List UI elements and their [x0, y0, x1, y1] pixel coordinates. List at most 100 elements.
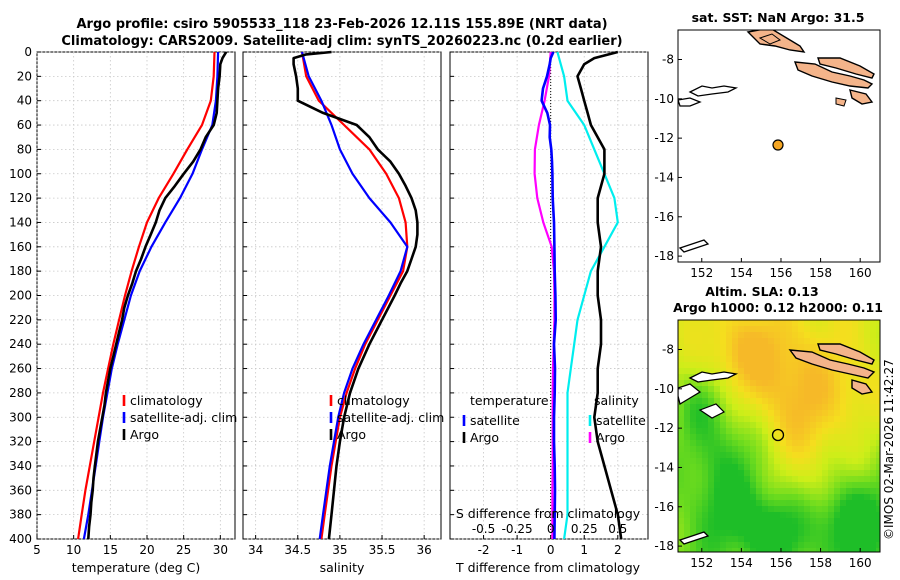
- sla-cell: [762, 332, 768, 338]
- sla-cell: [876, 494, 880, 500]
- sla-cell: [798, 392, 804, 398]
- sla-cell: [798, 362, 804, 368]
- sla-cell: [774, 398, 780, 404]
- sla-cell: [702, 392, 708, 398]
- sla-cell: [786, 326, 792, 332]
- sla-cell: [732, 488, 738, 494]
- sla-cell: [834, 356, 840, 362]
- ytick-label: 280: [9, 386, 32, 400]
- sla-cell: [738, 470, 744, 476]
- sla-cell: [858, 506, 864, 512]
- sla-cell: [846, 518, 852, 524]
- sla-cell: [774, 404, 780, 410]
- sla-cell: [678, 476, 684, 482]
- sla-cell: [786, 398, 792, 404]
- sla-cell: [816, 332, 822, 338]
- sla-cell: [864, 440, 870, 446]
- sla-cell: [768, 518, 774, 524]
- legend-label: satellite: [596, 413, 646, 428]
- sla-cell: [846, 548, 852, 552]
- ytick-label: 120: [9, 191, 32, 205]
- sla-cell: [684, 524, 690, 530]
- sla-cell: [798, 530, 804, 536]
- sla-cell: [822, 410, 828, 416]
- sla-cell: [864, 380, 870, 386]
- sla-cell: [774, 416, 780, 422]
- sla-cell: [804, 542, 810, 548]
- sla-cell: [840, 446, 846, 452]
- sla-cell: [696, 452, 702, 458]
- map-xtick-label: 154: [730, 266, 753, 280]
- sla-cell: [870, 452, 876, 458]
- sla-cell: [828, 518, 834, 524]
- s-difference-label: S difference from climatology: [456, 506, 641, 521]
- sla-cell: [738, 494, 744, 500]
- sla-cell: [846, 320, 852, 326]
- sla-cell: [744, 368, 750, 374]
- sla-cell: [702, 386, 708, 392]
- sla-cell: [732, 470, 738, 476]
- sla-cell: [696, 464, 702, 470]
- sla-cell: [678, 416, 684, 422]
- sla-cell: [786, 476, 792, 482]
- sla-cell: [726, 524, 732, 530]
- sla-cell: [732, 530, 738, 536]
- sla-cell: [690, 410, 696, 416]
- sla-cell: [810, 476, 816, 482]
- ytick-label: 40: [17, 94, 32, 108]
- sla-cell: [828, 458, 834, 464]
- sla-cell: [792, 386, 798, 392]
- sla-cell: [864, 548, 870, 552]
- legend-label: satellite-adj. clim: [337, 410, 444, 425]
- sla-cell: [870, 536, 876, 542]
- sla-cell: [702, 434, 708, 440]
- xtick-label: 5: [33, 543, 41, 557]
- ytick-label: 380: [9, 508, 32, 522]
- sla-cell: [750, 320, 756, 326]
- sla-cell: [792, 518, 798, 524]
- sla-cell: [732, 344, 738, 350]
- sla-cell: [876, 530, 880, 536]
- sla-cell: [690, 338, 696, 344]
- sla-cell: [816, 434, 822, 440]
- sla-map-frame: [677, 319, 881, 553]
- sla-cell: [750, 422, 756, 428]
- sla-cell: [846, 476, 852, 482]
- sla-cell: [708, 530, 714, 536]
- sla-cell: [864, 446, 870, 452]
- sla-cell: [726, 392, 732, 398]
- sla-cell: [756, 434, 762, 440]
- sla-cell: [714, 500, 720, 506]
- sla-cell: [762, 446, 768, 452]
- map-xtick-label: 158: [809, 266, 832, 280]
- sla-cell: [690, 380, 696, 386]
- sla-cell: [720, 506, 726, 512]
- sla-cell: [702, 368, 708, 374]
- sla-cell: [762, 350, 768, 356]
- sla-cell: [852, 434, 858, 440]
- sla-cell: [810, 488, 816, 494]
- sla-cell: [834, 416, 840, 422]
- xtick-label: 25: [176, 543, 191, 557]
- series-line-t-satellite: [556, 51, 619, 540]
- sla-cell: [804, 470, 810, 476]
- sla-cell: [774, 386, 780, 392]
- sla-cell: [744, 500, 750, 506]
- sla-cell: [726, 344, 732, 350]
- sla-cell: [696, 446, 702, 452]
- sla-cell: [684, 518, 690, 524]
- sla-cell: [702, 482, 708, 488]
- sla-cell: [684, 530, 690, 536]
- sla-cell: [696, 338, 702, 344]
- sla-cell: [750, 344, 756, 350]
- sla-cell: [756, 500, 762, 506]
- sla-cell: [816, 398, 822, 404]
- sla-cell: [720, 392, 726, 398]
- sla-cell: [744, 482, 750, 488]
- sla-cell: [798, 428, 804, 434]
- sla-cell: [708, 350, 714, 356]
- sla-cell: [750, 530, 756, 536]
- sla-cell: [834, 542, 840, 548]
- sla-cell: [690, 368, 696, 374]
- sla-cell: [846, 410, 852, 416]
